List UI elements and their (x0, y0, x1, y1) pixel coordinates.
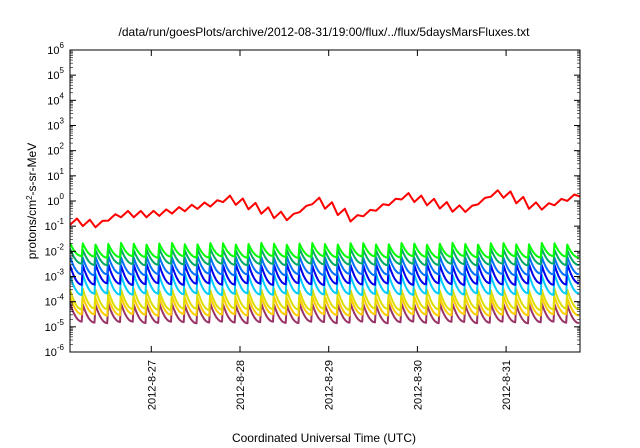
y-tick-label: 10-1 (45, 217, 65, 233)
y-tick-base: 10 (47, 121, 59, 133)
y-tick-exponent: -3 (57, 268, 65, 277)
flux-series-line (70, 241, 580, 259)
y-axis-label-superscript: 2 (25, 195, 34, 200)
x-tick-label: 2012-8-31 (501, 360, 513, 410)
y-tick-label: 103 (47, 117, 64, 133)
flux-series-line (70, 287, 580, 312)
y-tick-exponent: 6 (60, 41, 65, 50)
y-tick-exponent: -4 (57, 293, 65, 302)
y-axis-label: protons/cm2-s-sr-MeV (25, 143, 40, 259)
x-axis: 2012-8-27 2012-8-28 2012-8-29 2012-8-30 2012… (146, 50, 513, 410)
flux-series-line (70, 247, 580, 267)
y-tick-label: 102 (47, 142, 64, 158)
y-tick-label: 10-4 (45, 293, 65, 309)
x-tick-label: 2012-8-28 (235, 360, 247, 410)
y-tick-exponent: 1 (60, 167, 65, 176)
y-tick-label: 10-6 (45, 343, 65, 359)
y-tick-base: 10 (45, 272, 57, 284)
y-tick-base: 10 (47, 95, 59, 107)
y-tick-exponent: -5 (57, 318, 65, 327)
y-tick-exponent: 2 (60, 142, 65, 151)
y-tick-label: 104 (47, 91, 64, 107)
y-tick-exponent: 0 (60, 192, 65, 201)
y-tick-label: 106 (47, 41, 64, 57)
y-tick-base: 10 (47, 171, 59, 183)
y-tick-base: 10 (45, 297, 57, 309)
y-tick-base: 10 (47, 146, 59, 158)
y-tick-exponent: -1 (57, 217, 65, 226)
flux-series-line (70, 255, 580, 277)
series-layer (70, 189, 580, 325)
y-tick-exponent: 4 (60, 91, 65, 100)
y-tick-exponent: 5 (60, 66, 65, 75)
y-tick-label: 10-5 (45, 318, 65, 334)
y-tick-exponent: -2 (57, 242, 65, 251)
y-tick-label: 10-2 (45, 242, 65, 258)
x-tick-label: 2012-8-27 (146, 360, 158, 410)
y-tick-label: 10-3 (45, 268, 65, 284)
y-axis-label-prefix: protons/cm (25, 200, 39, 259)
y-tick-base: 10 (47, 70, 59, 82)
y-axis-label-suffix: -s-sr-MeV (25, 143, 39, 196)
y-tick-base: 10 (45, 322, 57, 334)
x-tick-label: 2012-8-30 (412, 360, 424, 410)
y-tick-exponent: 3 (60, 117, 65, 126)
flux-series-line (70, 189, 580, 229)
y-tick-label: 101 (47, 167, 64, 183)
x-tick-label: 2012-8-29 (324, 360, 336, 410)
y-tick-base: 10 (47, 45, 59, 57)
y-tick-base: 10 (45, 246, 57, 258)
y-tick-label: 105 (47, 66, 64, 82)
y-tick-base: 10 (47, 196, 59, 208)
chart-title: /data/run/goesPlots/archive/2012-08-31/1… (119, 25, 531, 39)
y-tick-base: 10 (45, 221, 57, 233)
y-tick-base: 10 (45, 347, 57, 359)
y-tick-label: 100 (47, 192, 64, 208)
y-axis: 10-610-510-410-310-210-11001011021031041… (45, 41, 580, 359)
y-tick-exponent: -6 (57, 343, 65, 352)
x-axis-label: Coordinated Universal Time (UTC) (232, 431, 416, 445)
